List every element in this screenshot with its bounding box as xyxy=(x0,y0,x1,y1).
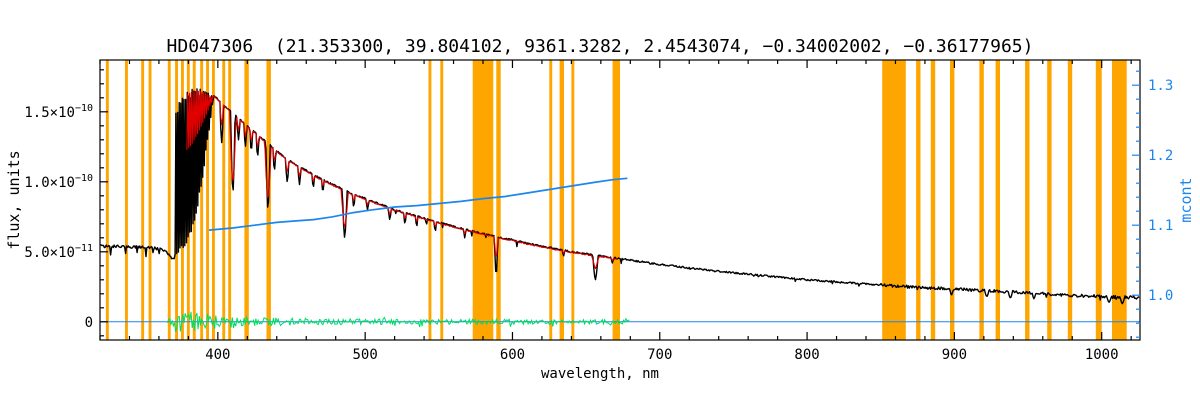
mask-band xyxy=(1047,60,1052,340)
mask-band xyxy=(916,60,921,340)
mcont-tick-label: 1.0 xyxy=(1148,288,1173,304)
mask-band xyxy=(1095,60,1102,340)
mask-band xyxy=(612,60,620,340)
mask-band xyxy=(1112,60,1127,340)
mask-band xyxy=(1025,60,1030,340)
flux-tick-label: 5.0×10−11 xyxy=(24,243,93,261)
mask-band xyxy=(496,60,501,340)
mask-band xyxy=(228,60,232,340)
mask-band xyxy=(200,60,204,340)
y-axis-label-flux: flux, units xyxy=(5,150,23,250)
mask-band xyxy=(222,60,226,340)
mask-band xyxy=(148,60,152,340)
y-axis-label-mcont: mcont xyxy=(1177,177,1195,223)
mask-band xyxy=(882,60,906,340)
mask-band xyxy=(167,60,171,340)
model-spectrum-line xyxy=(186,90,618,270)
residual-line xyxy=(166,311,630,333)
mask-band xyxy=(428,60,432,340)
mcont-tick-label: 1.2 xyxy=(1148,148,1173,164)
mask-band xyxy=(244,60,249,340)
series-group xyxy=(100,88,1140,333)
mcont-tick-label: 1.1 xyxy=(1148,218,1173,234)
x-tick-label: 800 xyxy=(794,347,819,363)
mask-band xyxy=(571,60,575,340)
x-tick-label: 700 xyxy=(647,347,672,363)
flux-tick-label: 1.5×10−10 xyxy=(24,103,93,121)
x-tick-label: 400 xyxy=(205,347,230,363)
plot-title: HD047306 (21.353300, 39.804102, 9361.328… xyxy=(166,36,1034,57)
mask-band xyxy=(549,60,553,340)
x-tick-label: 500 xyxy=(353,347,378,363)
mask-band xyxy=(1067,60,1073,340)
mask-band xyxy=(472,60,494,340)
mask-band xyxy=(105,60,109,340)
mask-band xyxy=(950,60,955,340)
x-tick-label: 900 xyxy=(942,347,967,363)
mask-band xyxy=(125,60,128,340)
x-tick-label: 600 xyxy=(500,347,525,363)
masked-regions xyxy=(105,60,1127,340)
mask-band xyxy=(440,60,444,340)
mcont-tick-label: 1.3 xyxy=(1148,78,1173,94)
mask-band xyxy=(995,60,1000,340)
mask-band xyxy=(141,60,145,340)
flux-tick-label: 1.0×10−10 xyxy=(24,173,93,191)
x-axis-label: wavelength, nm xyxy=(540,366,659,382)
mcont-line xyxy=(208,177,628,231)
mask-band xyxy=(206,60,209,340)
mask-band xyxy=(930,60,936,340)
mask-band xyxy=(212,60,215,340)
mask-band xyxy=(979,60,984,340)
plot-frame xyxy=(99,59,1141,341)
mask-band xyxy=(559,60,564,340)
x-tick-label: 1000 xyxy=(1085,347,1119,363)
flux-tick-label: 0 xyxy=(85,315,93,331)
